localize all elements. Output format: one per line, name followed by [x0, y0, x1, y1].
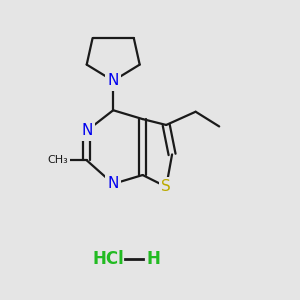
Text: S: S — [161, 179, 171, 194]
Text: HCl: HCl — [93, 250, 125, 268]
Text: CH₃: CH₃ — [47, 155, 68, 165]
Text: N: N — [107, 73, 119, 88]
Text: N: N — [107, 176, 119, 191]
Text: N: N — [81, 123, 92, 138]
Text: H: H — [146, 250, 160, 268]
